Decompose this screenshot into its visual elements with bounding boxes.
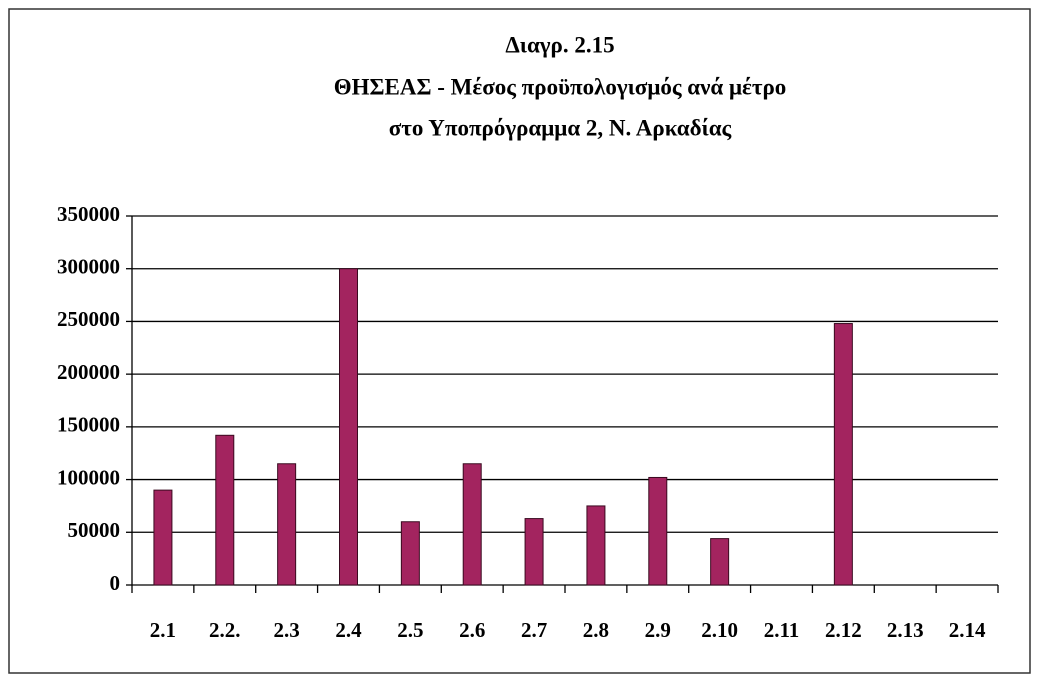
x-tick-label: 2.2. bbox=[209, 618, 241, 642]
y-tick-label: 100000 bbox=[57, 465, 120, 489]
x-tick-label: 2.3 bbox=[274, 618, 300, 642]
y-tick-label: 200000 bbox=[57, 360, 120, 384]
bar bbox=[215, 434, 235, 586]
x-tick-label: 2.6 bbox=[459, 618, 485, 642]
x-tick-label: 2.1 bbox=[150, 618, 176, 642]
chart-title: στο Υποπρόγραμμα 2, Ν. Αρκαδίας bbox=[389, 115, 732, 140]
x-tick-label: 2.13 bbox=[887, 618, 924, 642]
x-tick-label: 2.4 bbox=[335, 618, 362, 642]
y-tick-label: 350000 bbox=[57, 202, 120, 226]
bar bbox=[400, 521, 420, 586]
chart-border bbox=[8, 8, 1031, 674]
x-tick-label: 2.14 bbox=[949, 618, 986, 642]
x-tick-label: 2.8 bbox=[583, 618, 609, 642]
chart-title: ΘΗΣΕΑΣ - Μέσος προϋπολογισμός ανά μέτρο bbox=[334, 74, 787, 99]
bar bbox=[462, 463, 482, 586]
bar bbox=[524, 518, 544, 586]
bar bbox=[833, 323, 853, 586]
y-tick-label: 300000 bbox=[57, 255, 120, 279]
bar bbox=[153, 489, 173, 586]
y-tick-label: 150000 bbox=[57, 413, 120, 437]
x-tick-label: 2.5 bbox=[397, 618, 423, 642]
bar bbox=[277, 463, 297, 586]
bar bbox=[648, 476, 668, 586]
y-tick-label: 250000 bbox=[57, 307, 120, 331]
x-tick-label: 2.7 bbox=[521, 618, 547, 642]
x-tick-label: 2.9 bbox=[645, 618, 671, 642]
bar bbox=[339, 268, 358, 586]
y-tick-label: 50000 bbox=[68, 518, 121, 542]
bar bbox=[586, 505, 606, 586]
x-tick-label: 2.10 bbox=[701, 618, 738, 642]
x-tick-label: 2.12 bbox=[825, 618, 862, 642]
x-tick-label: 2.11 bbox=[764, 618, 800, 642]
y-tick-label: 0 bbox=[110, 571, 121, 595]
chart-title: Διαγρ. 2.15 bbox=[505, 32, 614, 57]
bar bbox=[710, 538, 730, 586]
